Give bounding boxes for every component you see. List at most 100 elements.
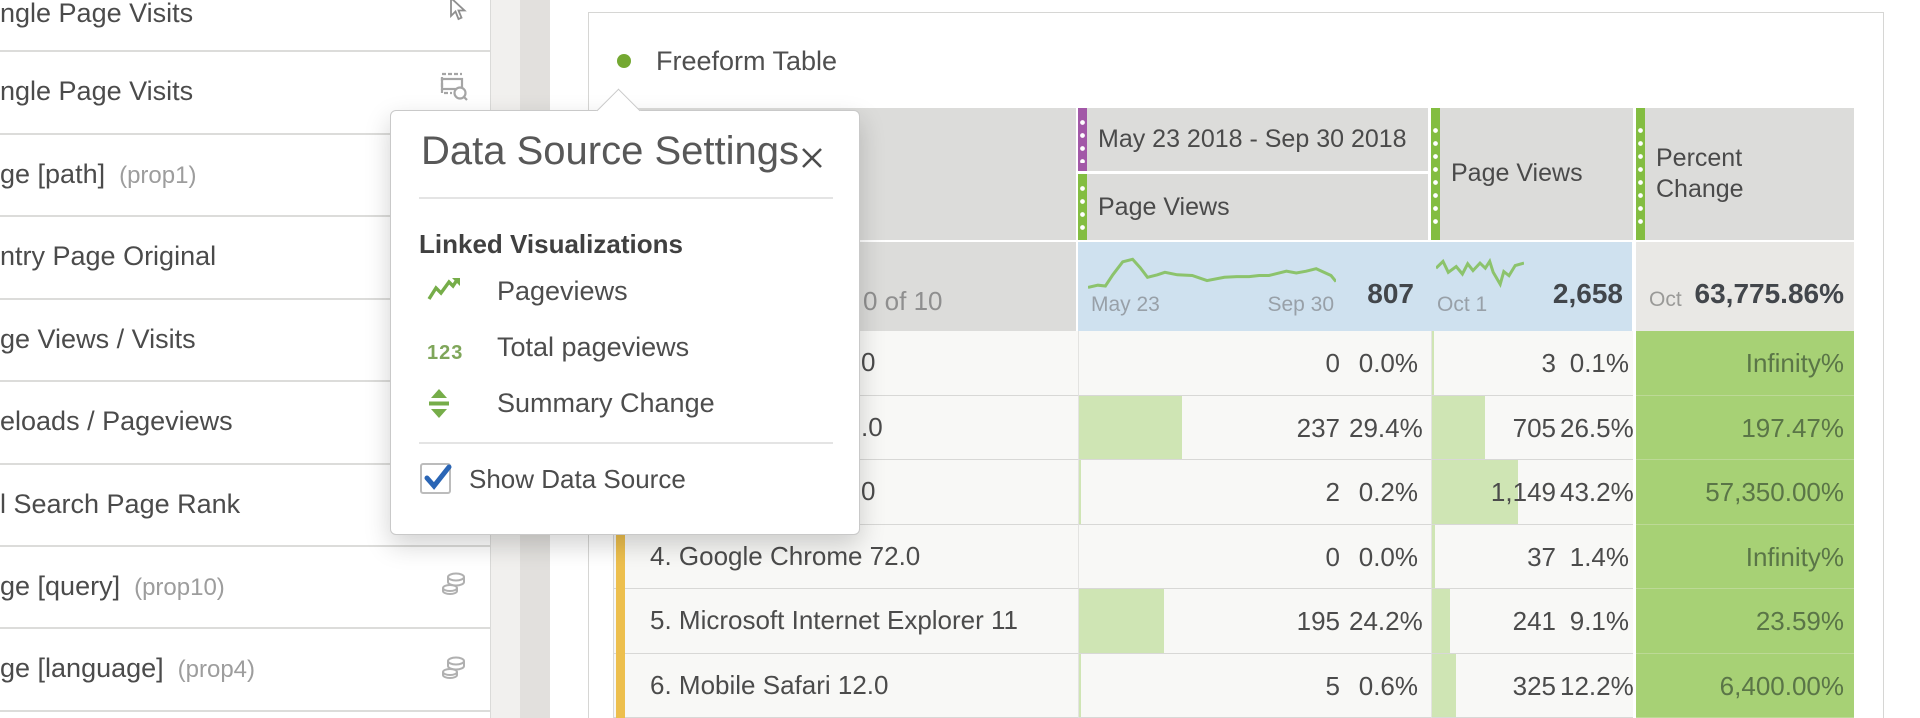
- pageviews-cell-range: 0 0.0%: [1078, 524, 1431, 589]
- metric-value: 2: [1325, 477, 1340, 508]
- sidebar-item-suffix: (prop1): [119, 162, 197, 189]
- metric-value: 705: [1512, 412, 1556, 443]
- metric-value: 325: [1512, 670, 1556, 701]
- sidebar-row-divider: [0, 545, 490, 547]
- sidebar-item[interactable]: ge [language] (prop4): [0, 650, 490, 686]
- database-icon[interactable]: [440, 569, 468, 597]
- percent-change-cell: 23.59%: [1636, 589, 1854, 654]
- totals-selected-cells[interactable]: May 23 Sep 30 807 Oct 1 2,658: [1078, 242, 1632, 331]
- dimension-drag-handle[interactable]: [1078, 108, 1087, 171]
- metric-percent: 0.6%: [1358, 670, 1418, 701]
- metric-label: Page Views: [1098, 193, 1230, 221]
- percent-change-value: 23.59%: [1755, 606, 1844, 637]
- totals-month-label: Oct: [1649, 288, 1682, 311]
- pageviews-cell-range: 237 29.4%: [1078, 395, 1431, 460]
- summary-change-icon: [427, 387, 461, 419]
- pageviews-sparkline: [1436, 257, 1524, 288]
- dimension-cell: 5. Microsoft Internet Explorer 11: [614, 589, 1078, 654]
- divider: [419, 197, 833, 199]
- sidebar-item[interactable]: ge [query] (prop10): [0, 568, 490, 604]
- sidebar-item[interactable]: ntry Page Original: [0, 238, 490, 274]
- sidebar-row-divider: [0, 298, 490, 300]
- pageviews-sparkline: [1088, 257, 1336, 289]
- totals-percent-change: 63,775.86%: [1694, 278, 1844, 309]
- close-icon[interactable]: [799, 145, 825, 171]
- table-header-pageviews-1[interactable]: Page Views: [1078, 174, 1428, 240]
- sidebar-row-divider: [0, 627, 490, 629]
- pageviews-cell-range: 195 24.2%: [1078, 589, 1431, 654]
- divider: [419, 442, 833, 444]
- row-label: 4. Google Chrome 72.0: [650, 540, 921, 571]
- show-data-source-checkbox[interactable]: [420, 463, 452, 494]
- sidebar-row-divider: [0, 380, 490, 382]
- sidebar-item-label: ge [language]: [0, 653, 164, 683]
- metric-label: Percent Change: [1656, 144, 1744, 203]
- table-search-icon[interactable]: [439, 72, 469, 102]
- table-header-percent-change[interactable]: Percent Change: [1636, 108, 1854, 240]
- table-header-pageviews-2[interactable]: Page Views: [1431, 108, 1633, 240]
- row-label: 0: [861, 347, 876, 378]
- table-row[interactable]: 6. Mobile Safari 12.0 5 0.6% 325 12.2% 6,400.…: [614, 653, 1854, 718]
- totals-value: 2,658: [1552, 278, 1623, 309]
- table-header-daterange[interactable]: May 23 2018 - Sep 30 2018: [1078, 108, 1428, 171]
- pageviews-cell-oct: 705 26.5%: [1431, 395, 1634, 460]
- sidebar-item[interactable]: ge [path] (prop1): [0, 156, 490, 192]
- sidebar-item[interactable]: ngle Page Visits: [0, 0, 490, 31]
- sidebar-item[interactable]: l Search Page Rank: [0, 486, 490, 522]
- sidebar-item-label: ge [query]: [0, 571, 121, 601]
- metric-value: 5: [1325, 670, 1340, 701]
- percent-change-value: 197.47%: [1741, 412, 1844, 443]
- pageviews-cell-oct: 37 1.4%: [1431, 524, 1633, 589]
- database-icon[interactable]: [440, 653, 468, 681]
- sidebar-item-label: ge Views / Visits: [0, 324, 196, 354]
- sidebar-item[interactable]: ge Views / Visits: [0, 321, 490, 357]
- sidebar-row-divider: [0, 710, 490, 712]
- cell-bar: [1432, 331, 1434, 395]
- sidebar-item[interactable]: ngle Page Visits: [0, 73, 490, 109]
- metric-drag-handle[interactable]: [1636, 108, 1645, 240]
- totals-percent-change-cell[interactable]: Oct 63,775.86%: [1636, 242, 1854, 331]
- sidebar-item-label: ge [path]: [0, 159, 106, 189]
- metric-percent: 0.0%: [1358, 541, 1418, 572]
- cell-bar: [1432, 653, 1457, 717]
- numbers-123-icon: 123: [427, 342, 464, 364]
- popup-title: Data Source Settings: [421, 129, 799, 173]
- metric-percent: 0.1%: [1569, 348, 1629, 379]
- viz-label: Total pageviews: [497, 332, 690, 362]
- line-chart-icon: [427, 275, 461, 307]
- table-row[interactable]: 5. Microsoft Internet Explorer 11 195 24.2…: [614, 589, 1854, 654]
- checkbox-label: Show Data Source: [469, 464, 686, 494]
- row-label: 0: [861, 476, 876, 507]
- percent-change-value: 6,400.00%: [1719, 670, 1844, 701]
- percent-change-value: Infinity%: [1745, 541, 1844, 572]
- percent-change-cell: Infinity%: [1636, 524, 1854, 589]
- metric-value: 1,149: [1490, 477, 1556, 508]
- daterange-label: May 23 2018 - Sep 30 2018: [1098, 125, 1407, 153]
- sidebar-row-divider: [0, 133, 490, 135]
- cell-bar: [1432, 524, 1435, 588]
- sparkline-start-label: Oct 1: [1437, 293, 1488, 316]
- linked-visualizations-heading: Linked Visualizations: [419, 229, 683, 259]
- metric-drag-handle[interactable]: [1078, 174, 1087, 240]
- viz-label: Pageviews: [497, 276, 628, 306]
- viz-label: Summary Change: [497, 388, 715, 418]
- sidebar-item-label: ntry Page Original: [0, 241, 217, 271]
- table-row[interactable]: 4. Google Chrome 72.0 0 0.0% 37 1.4% Infinity…: [614, 524, 1854, 589]
- pageviews-cell-range: 5 0.6%: [1078, 653, 1431, 718]
- metric-value: 195: [1296, 606, 1340, 637]
- visualization-title[interactable]: Freeform Table: [656, 46, 838, 76]
- metric-percent: 0.2%: [1358, 477, 1418, 508]
- metric-percent: 43.2%: [1560, 477, 1634, 508]
- metric-drag-handle[interactable]: [1431, 108, 1440, 240]
- totals-value: 807: [1367, 278, 1414, 309]
- sidebar-row-divider: [0, 50, 490, 52]
- cell-bar: [1079, 589, 1164, 653]
- sidebar-item[interactable]: eloads / Pageviews: [0, 403, 490, 439]
- percent-change-cell: 6,400.00%: [1636, 653, 1854, 718]
- cell-bar: [1432, 589, 1451, 653]
- cell-bar: [1432, 460, 1519, 524]
- sidebar-item-label: ngle Page Visits: [0, 0, 194, 28]
- cell-bar: [1432, 395, 1485, 459]
- sidebar-row-divider: [0, 215, 490, 217]
